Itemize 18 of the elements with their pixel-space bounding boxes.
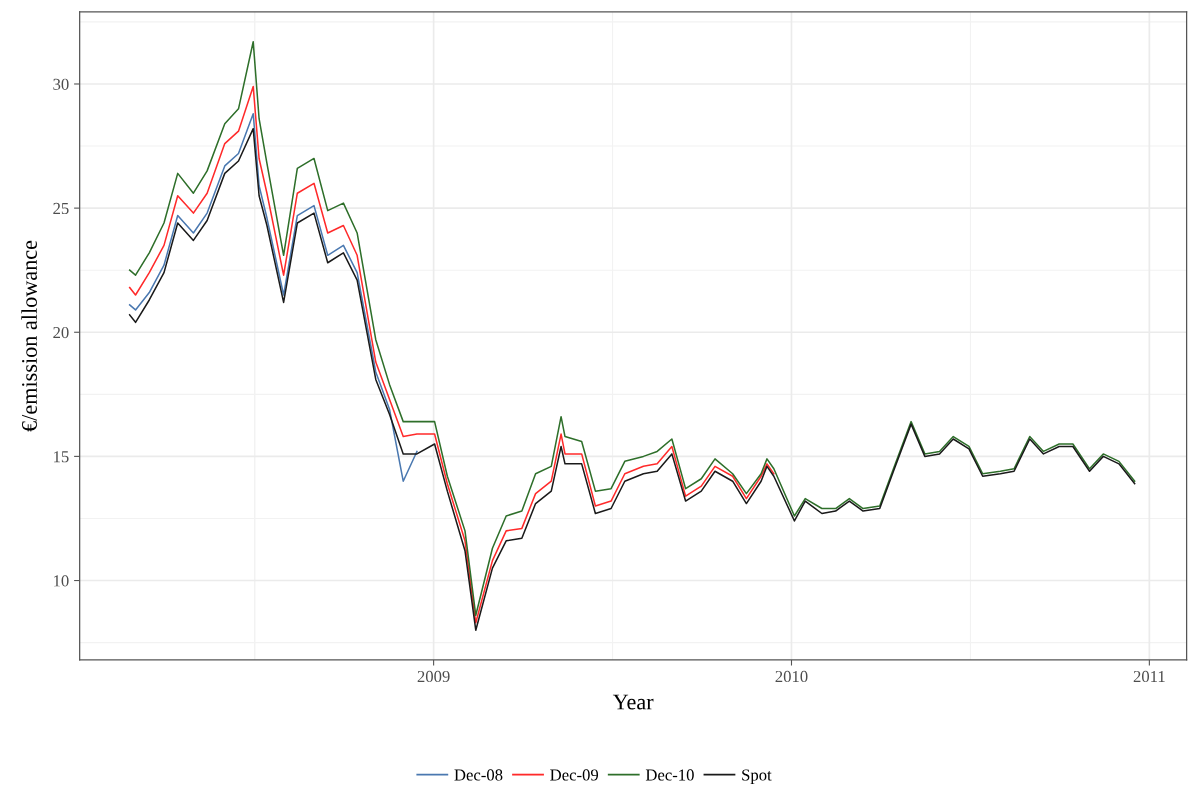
y-tick-label: 30 xyxy=(53,78,69,90)
x-tick-label: 2011 xyxy=(1133,670,1165,683)
y-tick-label: 10 xyxy=(54,575,69,587)
y-tick-label: 15 xyxy=(54,451,69,463)
y-axis-title: €/emission allowance xyxy=(21,240,37,432)
legend-label: Dec-10 xyxy=(645,769,694,781)
line-series xyxy=(128,85,775,624)
legend-label: Dec-08 xyxy=(454,769,503,781)
x-tick-label: 2010 xyxy=(775,670,808,683)
legend-label: Dec-09 xyxy=(550,769,599,781)
y-tick-label: 25 xyxy=(53,202,69,215)
legend-label: Spot xyxy=(742,769,772,784)
line-series xyxy=(128,41,1136,617)
line-series xyxy=(128,127,1136,631)
x-tick-label: 2009 xyxy=(417,670,450,683)
y-tick-label: 20 xyxy=(53,326,69,339)
x-axis-title: Year xyxy=(612,694,654,710)
line-series xyxy=(128,113,418,482)
